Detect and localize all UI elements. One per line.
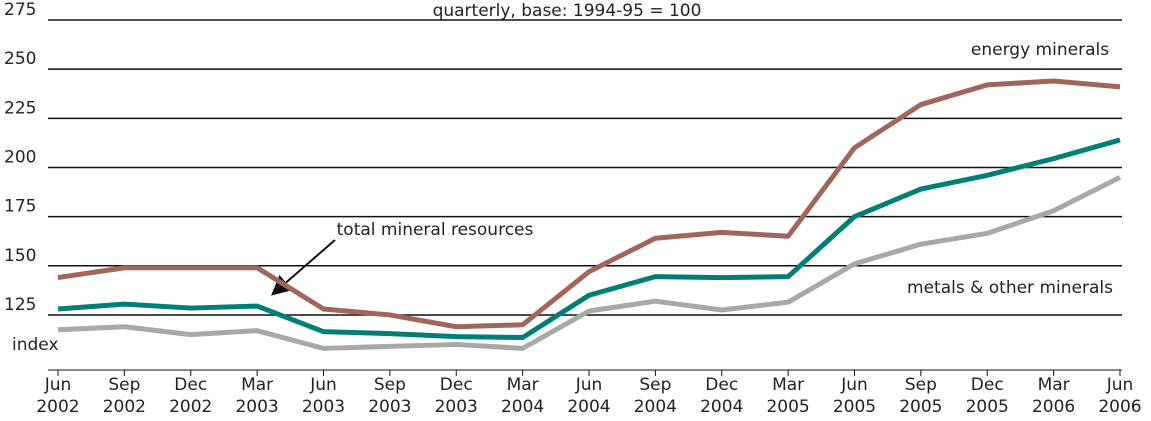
x-tick-label: Sep 2002 (102, 375, 146, 417)
x-tick-label: Mar 2006 (1031, 375, 1076, 417)
y-tick-label: 200 (4, 147, 36, 167)
x-tick-label: Sep 2005 (899, 375, 943, 417)
x-tick-label: Dec 2002 (169, 375, 213, 417)
series-line (57, 137, 1121, 341)
x-tick-label: Dec 2004 (700, 375, 744, 417)
series-label: metals & other minerals (907, 278, 1113, 298)
x-tick-label: Mar 2003 (235, 375, 279, 417)
y-axis-label: index (12, 335, 59, 355)
y-tick-label: 275 (4, 0, 36, 20)
chart-title: quarterly, base: 1994-95 = 100 (433, 1, 702, 21)
series-line (57, 78, 1121, 330)
series-line (57, 175, 1122, 351)
y-tick-label: 225 (4, 98, 36, 118)
x-tick-label: Jun 2003 (301, 375, 346, 417)
x-tick-label: Sep 2004 (633, 375, 677, 417)
x-tick-label: Jun 2002 (36, 375, 80, 417)
x-tick-label: Sep 2003 (368, 375, 412, 417)
x-tick-label: Jun 2005 (832, 375, 877, 417)
x-tick-label: Mar 2005 (766, 375, 810, 417)
x-tick-label: Mar 2004 (500, 375, 545, 417)
x-tick-label: Dec 2003 (434, 375, 478, 417)
x-tick-label: Jun 2006 (1098, 375, 1142, 417)
y-tick-label: 150 (4, 246, 36, 266)
series-label: total mineral resources (337, 220, 534, 240)
x-tick-label: Dec 2005 (965, 375, 1009, 417)
x-tick-label: Jun 2004 (567, 375, 611, 417)
title-bg (420, 2, 715, 19)
y-tick-label: 125 (4, 295, 36, 315)
series-label: energy minerals (971, 40, 1109, 60)
y-tick-label: 175 (4, 197, 36, 217)
y-tick-label: 250 (4, 49, 36, 69)
